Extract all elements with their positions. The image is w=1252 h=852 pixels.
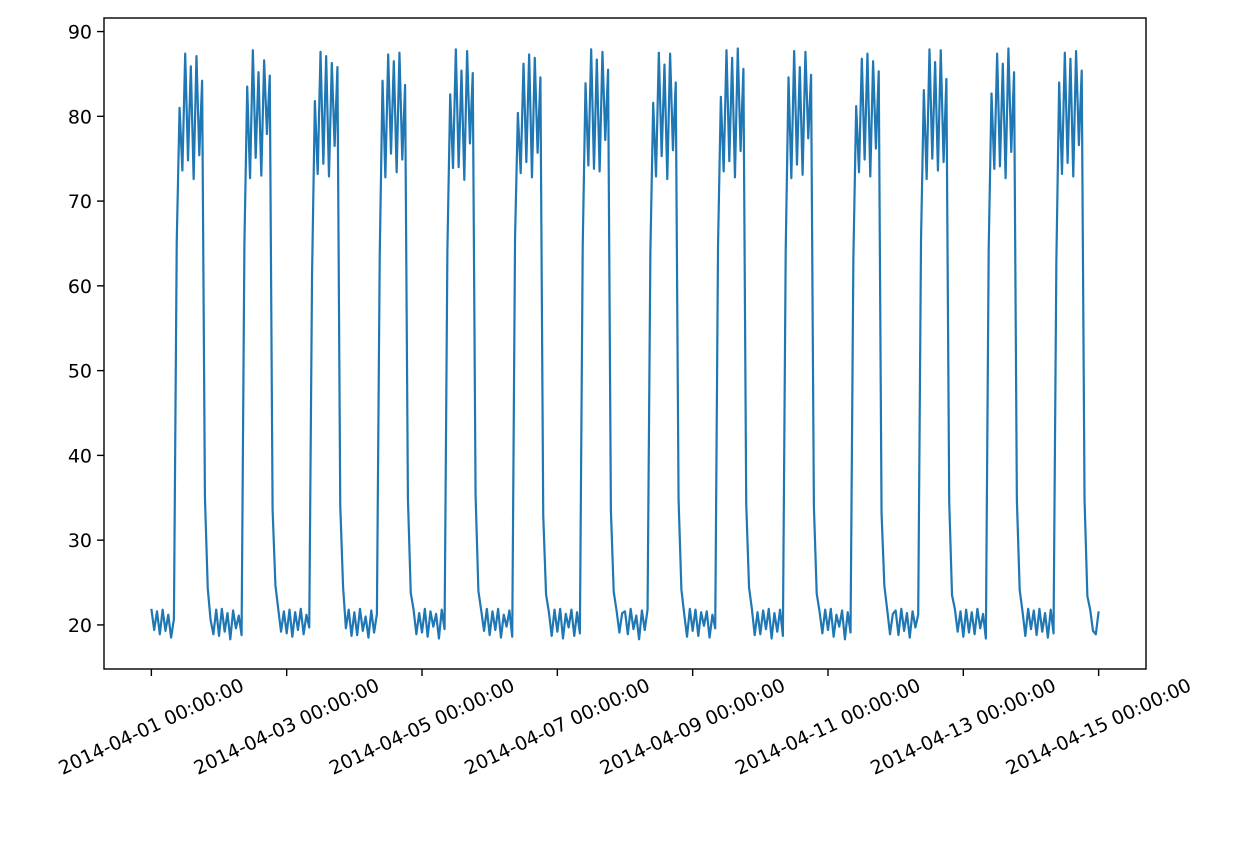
y-tick-label: 90 xyxy=(68,22,92,44)
y-tick-label: 20 xyxy=(68,615,92,637)
data-line xyxy=(150,47,1100,641)
y-tick-label: 30 xyxy=(68,530,92,552)
y-tick-label: 40 xyxy=(68,445,92,467)
y-tick-label: 50 xyxy=(68,361,92,383)
y-tick-label: 60 xyxy=(68,276,92,298)
y-tick-label: 80 xyxy=(68,106,92,128)
y-tick-label: 70 xyxy=(68,191,92,213)
axes-frame xyxy=(103,17,1147,670)
